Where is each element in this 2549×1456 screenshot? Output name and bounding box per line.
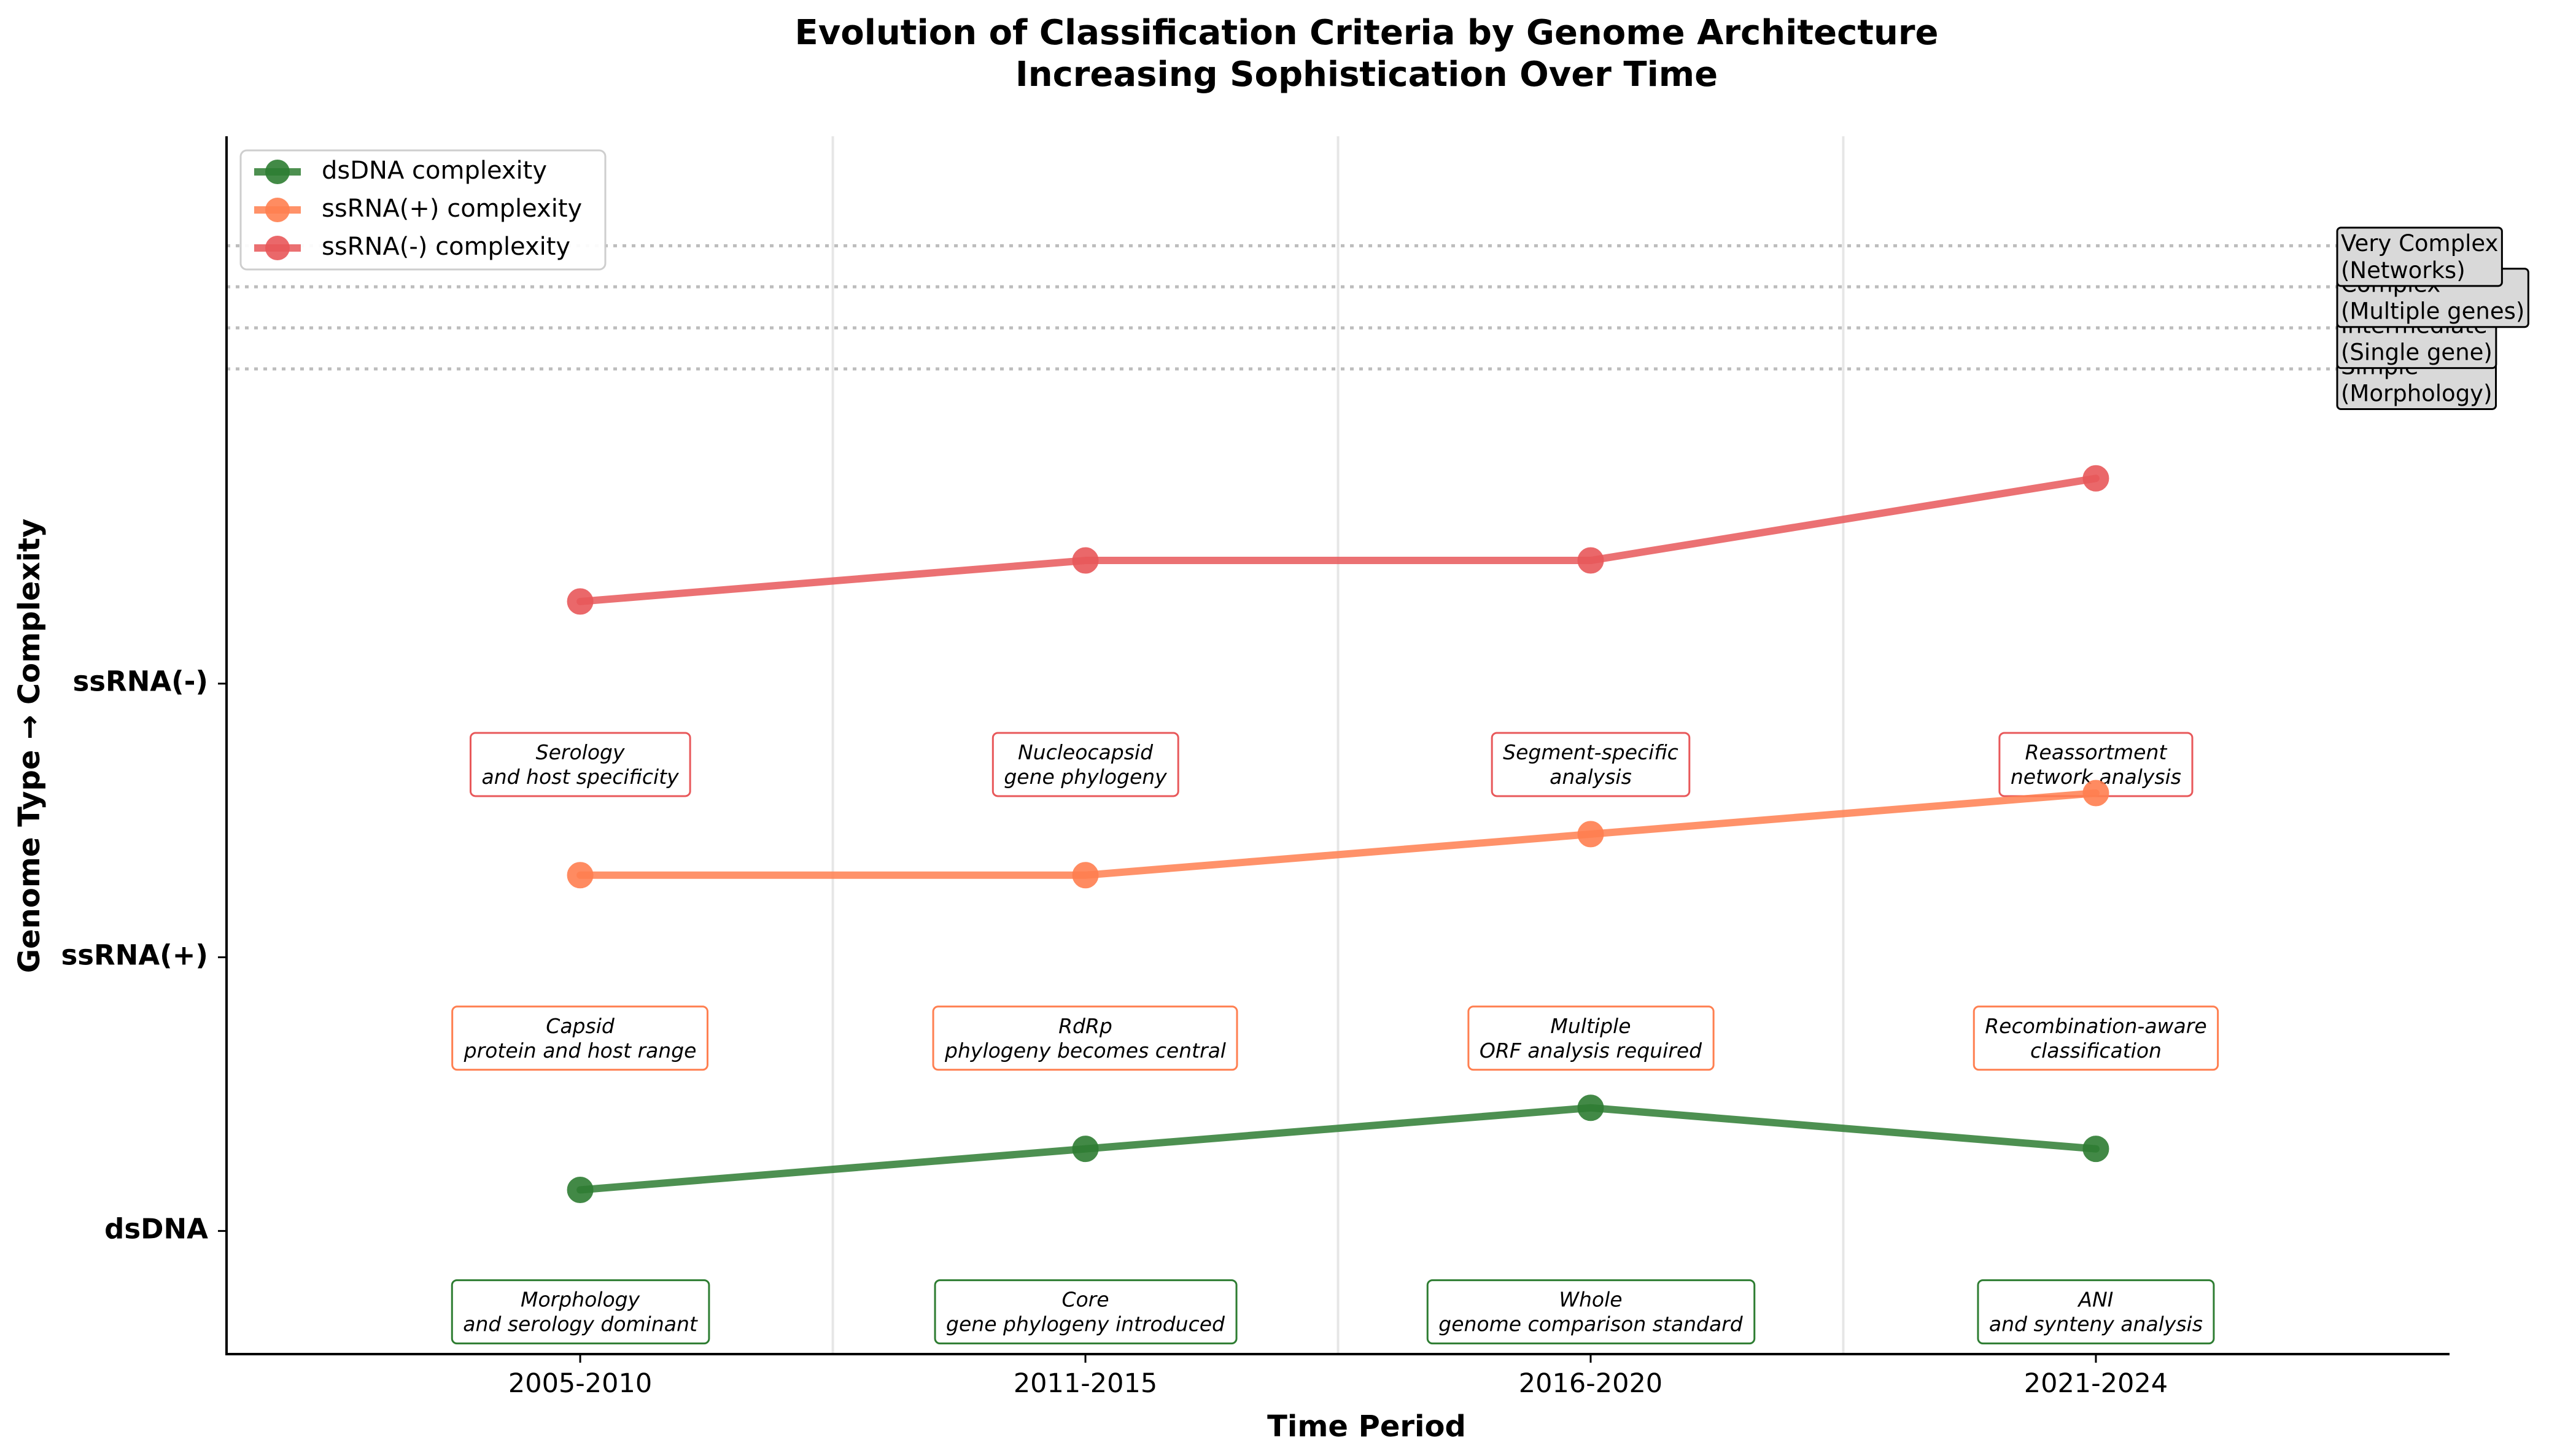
data-point (567, 588, 594, 615)
data-point (1577, 547, 1604, 574)
annotation-box (1973, 1005, 2219, 1071)
x-tick-label: 2005-2010 (508, 1368, 652, 1399)
annotation-box (1977, 1279, 2215, 1345)
series-line (576, 789, 2100, 879)
data-point (1072, 862, 1099, 889)
chart-title: Evolution of Classification Criteria by … (794, 13, 1938, 53)
legend-label: dsDNA complexity (322, 157, 547, 185)
annotation-text: Nucleocapsid gene phylogeny (1004, 740, 1167, 789)
annotation-box (469, 732, 691, 797)
annotation: Serology and host specificity (469, 732, 691, 797)
series-line (576, 1104, 2100, 1194)
annotation-text: Recombination-aware classification (1985, 1014, 2206, 1063)
series-line (576, 474, 2100, 605)
annotation-box (1467, 1005, 1715, 1071)
annotation-box (451, 1279, 710, 1345)
annotation: Core gene phylogeny introduced (934, 1279, 1238, 1345)
series-group (567, 780, 2109, 889)
legend-label: ssRNA(-) complexity (322, 233, 570, 261)
y-axis-label: Genome Type → Complexity (12, 519, 47, 974)
annotation-text: Core gene phylogeny introduced (946, 1288, 1225, 1336)
legend-swatch-marker (265, 160, 290, 184)
level-label-text: Very Complex (Networks) (2341, 230, 2498, 284)
x-tick-label: 2021-2024 (2024, 1368, 2168, 1399)
data-series (567, 465, 2109, 1203)
legend-swatch-marker (265, 198, 290, 222)
x-axis-label: Time Period (1267, 1409, 1466, 1444)
annotation: RdRp phylogeny becomes central (932, 1005, 1238, 1071)
annotation: ANI and synteny analysis (1977, 1279, 2215, 1345)
annotation-text: Morphology and serology dominant (463, 1288, 698, 1336)
data-point (567, 1176, 594, 1203)
chart-subtitle: Increasing Sophistication Over Time (1015, 55, 1718, 95)
y-tick-label: dsDNA (104, 1212, 208, 1245)
annotation-text: ANI and synteny analysis (1989, 1288, 2203, 1336)
series-group (567, 1094, 2109, 1203)
annotation-box (1426, 1279, 1756, 1345)
x-gridlines (831, 136, 1845, 1354)
annotation: Morphology and serology dominant (451, 1279, 710, 1345)
data-point (2082, 465, 2109, 492)
annotation: Segment-specific analysis (1491, 732, 1691, 797)
y-tick-label: ssRNA(-) (72, 665, 208, 698)
legend-entry: dsDNA complexity (254, 157, 547, 185)
x-tick-label: 2011-2015 (1014, 1368, 1157, 1399)
annotation-text: Multiple ORF analysis required (1480, 1014, 1702, 1063)
data-point (2082, 780, 2109, 807)
axes: 2005-2010 2011-2015 2016-2020 2021-2024 dsDN… (61, 136, 2450, 1399)
legend: dsDNA complexity ssRNA(+) complexity ssRNA… (239, 149, 607, 271)
annotation-text: RdRp phylogeny becomes central (944, 1014, 1226, 1063)
x-tick-label: 2016-2020 (1519, 1368, 1662, 1399)
annotation: Multiple ORF analysis required (1467, 1005, 1715, 1071)
annotation-text: Serology and host specificity (481, 740, 679, 789)
complexity-level-label: Very Complex (Networks) (2336, 227, 2503, 287)
chart-title-group: Evolution of Classification Criteria by … (794, 13, 1938, 95)
data-point (1577, 821, 1604, 848)
data-point (1072, 547, 1099, 574)
annotation-box (932, 1005, 1238, 1071)
annotation-text: Whole genome comparison standard (1438, 1288, 1743, 1336)
annotation-text: Reassortment network analysis (2011, 740, 2181, 789)
level-label-box (2336, 227, 2503, 287)
legend-swatch-marker (265, 236, 290, 260)
annotation-text: Capsid protein and host range (464, 1014, 697, 1063)
data-point (567, 862, 594, 889)
data-point (1072, 1136, 1099, 1163)
legend-frame (239, 149, 607, 271)
annotation: Whole genome comparison standard (1426, 1279, 1756, 1345)
data-point (1577, 1094, 1604, 1121)
annotation: Capsid protein and host range (451, 1005, 708, 1071)
legend-entry: ssRNA(-) complexity (254, 233, 570, 261)
y-tick-label: ssRNA(+) (61, 939, 208, 972)
annotation-box (934, 1279, 1238, 1345)
annotation-box (1491, 732, 1691, 797)
complexity-level-labels: Simple(Morphology)Intermediate(Single ge… (2336, 227, 2529, 410)
legend-label: ssRNA(+) complexity (322, 195, 582, 223)
data-point (2082, 1136, 2109, 1163)
annotation-text: Segment-specific analysis (1503, 740, 1678, 789)
annotation: Recombination-aware classification (1973, 1005, 2219, 1071)
annotation-boxes: Morphology and serology dominant Core gene … (451, 732, 2219, 1345)
annotation-box (991, 732, 1179, 797)
legend-entry: ssRNA(+) complexity (254, 195, 582, 223)
annotation-box (451, 1005, 708, 1071)
series-group (567, 465, 2109, 615)
annotation: Nucleocapsid gene phylogeny (991, 732, 1179, 797)
